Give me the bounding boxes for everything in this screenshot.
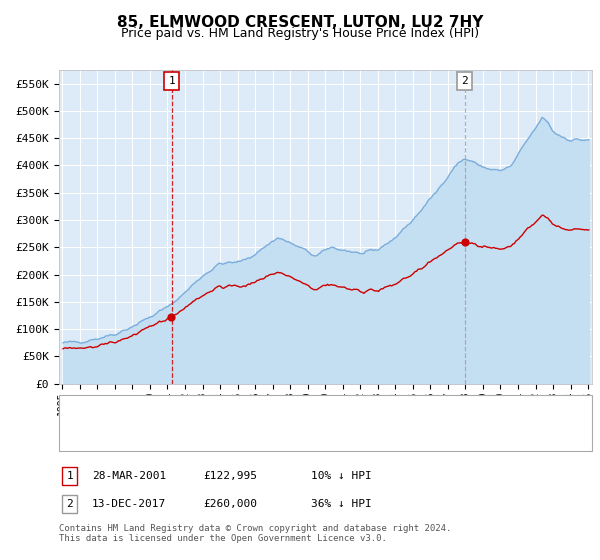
Text: 1: 1 <box>168 76 175 86</box>
Text: HPI: Average price, detached house, Luton: HPI: Average price, detached house, Luto… <box>93 431 349 441</box>
Text: 2: 2 <box>461 76 468 86</box>
Text: —: — <box>68 401 78 419</box>
Text: —: — <box>68 427 78 445</box>
Text: Price paid vs. HM Land Registry's House Price Index (HPI): Price paid vs. HM Land Registry's House … <box>121 27 479 40</box>
Text: 10% ↓ HPI: 10% ↓ HPI <box>311 471 371 481</box>
Point <box>460 237 469 246</box>
Text: 28-MAR-2001: 28-MAR-2001 <box>92 471 166 481</box>
Point <box>166 312 176 321</box>
Text: £122,995: £122,995 <box>203 471 257 481</box>
Text: £260,000: £260,000 <box>203 499 257 509</box>
Text: 36% ↓ HPI: 36% ↓ HPI <box>311 499 371 509</box>
Text: 2: 2 <box>66 499 73 509</box>
Text: 13-DEC-2017: 13-DEC-2017 <box>92 499 166 509</box>
Text: 85, ELMWOOD CRESCENT, LUTON, LU2 7HY (detached house): 85, ELMWOOD CRESCENT, LUTON, LU2 7HY (de… <box>93 405 424 415</box>
Text: 85, ELMWOOD CRESCENT, LUTON, LU2 7HY: 85, ELMWOOD CRESCENT, LUTON, LU2 7HY <box>117 15 483 30</box>
Text: 1: 1 <box>66 471 73 481</box>
Text: Contains HM Land Registry data © Crown copyright and database right 2024.
This d: Contains HM Land Registry data © Crown c… <box>59 524 451 543</box>
